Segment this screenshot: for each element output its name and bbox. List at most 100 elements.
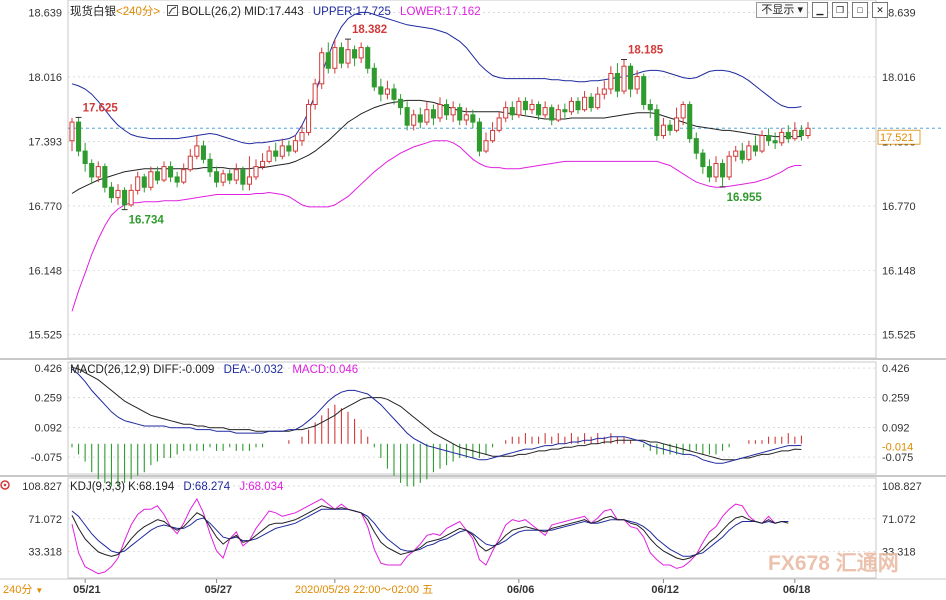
watermark: FX678 汇通网 — [768, 552, 899, 575]
candle-body — [575, 100, 581, 111]
candle-body — [253, 166, 259, 178]
time-label: 05/21 — [73, 584, 101, 596]
maximize-icon[interactable]: □ — [852, 2, 868, 18]
candle-body — [733, 150, 739, 157]
macd-tick-right: 0.426 — [882, 363, 910, 375]
settings-icon[interactable] — [0, 480, 10, 490]
price-tick-left: 16.770 — [28, 201, 62, 213]
price-tick-left: 16.148 — [28, 265, 62, 277]
candle-body — [384, 88, 390, 95]
candle-body — [785, 131, 791, 140]
candle-body — [660, 124, 666, 137]
candle-body — [647, 104, 653, 111]
candle-body — [628, 65, 634, 90]
instrument-name: 现货白银 — [70, 6, 116, 18]
candle-body — [739, 150, 745, 160]
candle-body — [365, 47, 371, 69]
time-label: 06/18 — [783, 584, 811, 596]
kdj-label: KDJ(9,3,3) — [70, 481, 125, 493]
candle-body — [115, 189, 121, 199]
macd-header: MACD(26,12,9) DIFF:-0.009 DEA:-0.032 MAC… — [70, 364, 358, 376]
candle-body — [503, 107, 509, 119]
candle-body — [319, 52, 325, 85]
price-tick-left: 18.016 — [28, 72, 62, 84]
candle-body — [279, 145, 285, 157]
kdj-tick-right: 71.072 — [882, 514, 916, 526]
candle-body — [411, 114, 417, 126]
kdj-tick-left: 108.827 — [22, 481, 62, 493]
candle-body — [792, 129, 798, 140]
boll-lower: LOWER:17.162 — [400, 6, 481, 18]
candle-body — [168, 166, 174, 178]
candle-body — [588, 96, 594, 109]
candle-body — [292, 140, 298, 152]
extreme-label: 18.185 — [628, 44, 664, 56]
candle-body — [752, 145, 758, 152]
macd-tick-left: 0.092 — [34, 422, 62, 434]
close-icon[interactable]: ✕ — [872, 2, 888, 18]
macd-diff: DIFF:-0.009 — [153, 364, 215, 376]
candle-body — [706, 166, 712, 178]
restore-icon[interactable]: ❐ — [832, 2, 848, 18]
kdj-tick-left: 71.072 — [28, 514, 62, 526]
boll-toggle-icon[interactable] — [167, 5, 179, 16]
candle-body — [463, 114, 469, 121]
candle-body — [772, 140, 778, 144]
candle-body — [509, 107, 515, 116]
hide-dropdown[interactable]: 不显示 ▾ — [756, 2, 808, 18]
candle-body — [805, 127, 811, 137]
candle-body — [450, 107, 456, 116]
candle-body — [89, 162, 95, 178]
candle-body — [214, 171, 220, 183]
timeframe-selector[interactable]: 240分 ▼ — [3, 581, 43, 597]
extreme-label: 16.734 — [129, 215, 165, 227]
macd-tick-right: -0.075 — [882, 452, 913, 464]
time-label: 06/06 — [507, 584, 535, 596]
candle-body — [608, 72, 614, 90]
main-panel-frame — [67, 0, 877, 359]
boll-label: BOLL(26,2) — [181, 6, 241, 18]
period-label[interactable]: <240分> — [116, 6, 161, 18]
candle-body — [378, 86, 384, 95]
candle-body — [667, 124, 673, 131]
grid — [68, 12, 876, 552]
candle-body — [398, 98, 404, 109]
kdj-j: J:68.034 — [239, 481, 284, 493]
macd-current-label: -0.014 — [882, 441, 913, 453]
macd-tick-right: 0.092 — [882, 422, 910, 434]
candle-body — [128, 189, 134, 206]
price-tick-left: 18.639 — [28, 8, 62, 20]
boll-mid: MID:17.443 — [244, 6, 304, 18]
candle-body — [266, 150, 272, 162]
kdj-tick-left: 33.318 — [28, 547, 62, 559]
candle-body — [200, 145, 206, 160]
candle-body — [306, 104, 312, 133]
candle-body — [720, 162, 726, 178]
candle-body — [194, 145, 200, 157]
minimize-icon[interactable]: ▁ — [812, 2, 828, 18]
extreme-label: 16.955 — [727, 192, 763, 204]
dea-line — [71, 366, 802, 461]
candle-body — [220, 173, 226, 183]
kdj-d: D:68.274 — [183, 481, 231, 493]
macd-tick-right: 0.259 — [882, 393, 910, 405]
price-tick-right: 18.016 — [882, 72, 916, 84]
candle-body — [700, 152, 706, 168]
candle-body — [555, 109, 561, 121]
candle-body — [779, 131, 785, 144]
candle-body — [476, 121, 482, 152]
price-tick-right: 16.770 — [882, 201, 916, 213]
candle-body — [582, 96, 588, 111]
kdj-panel-frame — [67, 477, 877, 579]
candle-body — [345, 49, 351, 64]
price-tick-right: 15.525 — [882, 330, 916, 342]
candle-body — [490, 129, 496, 142]
kdj-header: KDJ(9,3,3) K:68.194 D:68.274 J:68.034 — [70, 481, 283, 493]
candle-body — [187, 155, 193, 171]
candle-body — [601, 88, 607, 95]
macd-value: MACD:0.046 — [292, 364, 359, 376]
kdj-k: K:68.194 — [128, 481, 175, 493]
kdj-tick-right: 33.318 — [882, 547, 916, 559]
candle-body — [746, 145, 752, 160]
time-label: 05/27 — [205, 584, 233, 596]
